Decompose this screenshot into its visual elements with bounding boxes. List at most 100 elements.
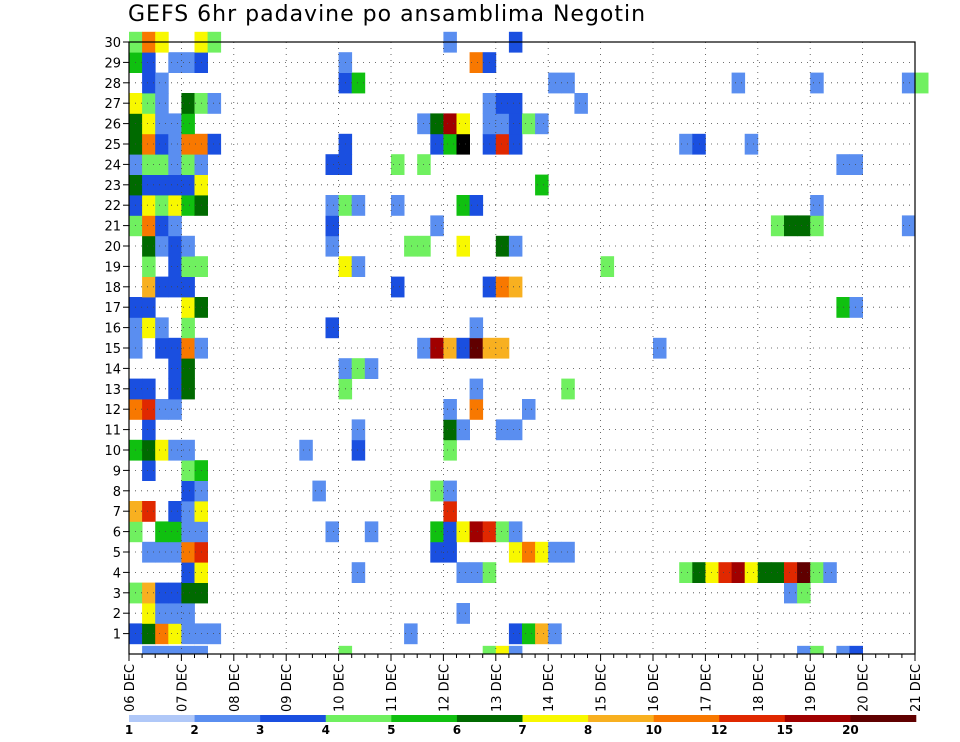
heatmap-cell (168, 195, 182, 216)
heatmap-cell (181, 297, 195, 318)
heatmap-cell (142, 419, 156, 441)
heatmap-cell (508, 93, 523, 114)
heatmap-cell (849, 297, 863, 318)
heatmap-cell (155, 645, 169, 655)
y-tick-label: 29 (104, 56, 121, 71)
colorbar-swatch (588, 715, 654, 722)
heatmap-cell (155, 439, 169, 461)
heatmap-cell (456, 603, 470, 624)
heatmap-cell (508, 235, 523, 257)
heatmap-cell (535, 541, 549, 563)
heatmap-cell (522, 113, 536, 135)
y-tick-label: 4 (113, 566, 121, 581)
heatmap-cell (784, 215, 798, 237)
heatmap-cell (404, 623, 418, 645)
heatmap-cell (915, 72, 929, 94)
heatmap-cell (731, 72, 746, 94)
heatmap-cell (207, 93, 222, 114)
heatmap-cell (168, 541, 182, 563)
heatmap-cell (181, 256, 195, 277)
heatmap-cell (351, 72, 366, 94)
x-tick-label: 10 DEC (333, 664, 348, 712)
heatmap-cell (142, 501, 156, 522)
colorbar-label: 7 (518, 723, 526, 737)
heatmap-cell (142, 235, 156, 257)
heatmap-cell (338, 645, 353, 655)
x-tick-label: 07 DEC (175, 664, 190, 712)
heatmap-cell (168, 174, 182, 196)
heatmap-cell (155, 623, 169, 645)
heatmap-cell (495, 521, 510, 543)
colorbar-swatch (391, 715, 458, 722)
x-tick-label: 09 DEC (280, 664, 295, 712)
y-tick-label: 11 (104, 424, 121, 439)
heatmap-cell (168, 235, 182, 257)
y-tick-label: 1 (113, 628, 121, 643)
heatmap-cell (142, 645, 156, 655)
heatmap-cell (181, 195, 195, 216)
heatmap-cell (508, 113, 523, 135)
heatmap-cell (495, 93, 510, 114)
heatmap-cell (181, 113, 195, 135)
heatmap-cell (155, 399, 169, 420)
heatmap-cells (129, 31, 929, 655)
heatmap-cell (469, 521, 484, 543)
heatmap-cell (155, 603, 169, 624)
heatmap-cell (508, 623, 523, 645)
heatmap-cell (443, 521, 457, 543)
colorbar-swatch (456, 715, 523, 722)
heatmap-cell (181, 603, 195, 624)
heatmap-cell (430, 113, 444, 135)
heatmap-cell (495, 337, 510, 359)
heatmap-cell (443, 399, 457, 420)
heatmap-cell (430, 133, 444, 155)
heatmap-cell (731, 562, 746, 583)
heatmap-cell (836, 645, 850, 655)
heatmap-cell (142, 276, 156, 298)
heatmap-cell (351, 419, 366, 441)
heatmap-cell (168, 645, 182, 655)
heatmap-cell (142, 52, 156, 73)
heatmap-cell (142, 215, 156, 237)
heatmap-cell (168, 501, 182, 522)
heatmap-cell (561, 72, 575, 94)
y-tick-label: 24 (104, 158, 121, 173)
x-tick-label: 08 DEC (228, 664, 243, 712)
heatmap-cell (181, 541, 195, 563)
heatmap-cell (181, 133, 195, 155)
heatmap-cell (155, 113, 169, 135)
heatmap-cell (181, 358, 195, 379)
heatmap-cell (430, 521, 444, 543)
heatmap-cell (168, 276, 182, 298)
heatmap-cell (155, 582, 169, 604)
heatmap-cell (430, 337, 444, 359)
heatmap-cell (522, 541, 536, 563)
heatmap-cell (456, 521, 470, 543)
y-tick-label: 13 (104, 383, 121, 398)
heatmap-cell (508, 419, 523, 441)
heatmap-cell (168, 399, 182, 420)
y-axis: 1234567891011121314151617181920212223242… (104, 36, 129, 643)
heatmap-cell (469, 378, 484, 400)
heatmap-cell (142, 603, 156, 624)
x-tick-label: 06 DEC (123, 664, 138, 712)
heatmap-cell (508, 276, 523, 298)
heatmap-cell (548, 541, 562, 563)
y-tick-label: 20 (104, 240, 121, 255)
y-tick-label: 25 (104, 138, 121, 153)
heatmap-cell (810, 195, 824, 216)
heatmap-cell (351, 358, 366, 379)
y-tick-label: 3 (113, 587, 121, 602)
heatmap-cell (784, 582, 798, 604)
heatmap-cell (155, 195, 169, 216)
heatmap-cell (155, 154, 169, 175)
heatmap-cell (155, 215, 169, 237)
heatmap-cell (168, 133, 182, 155)
heatmap-cell (168, 521, 182, 543)
colorbar-label: 4 (322, 723, 330, 737)
y-tick-label: 5 (113, 546, 121, 561)
heatmap-cell (443, 541, 457, 563)
heatmap-cell (181, 317, 195, 339)
heatmap-cell (181, 645, 195, 655)
